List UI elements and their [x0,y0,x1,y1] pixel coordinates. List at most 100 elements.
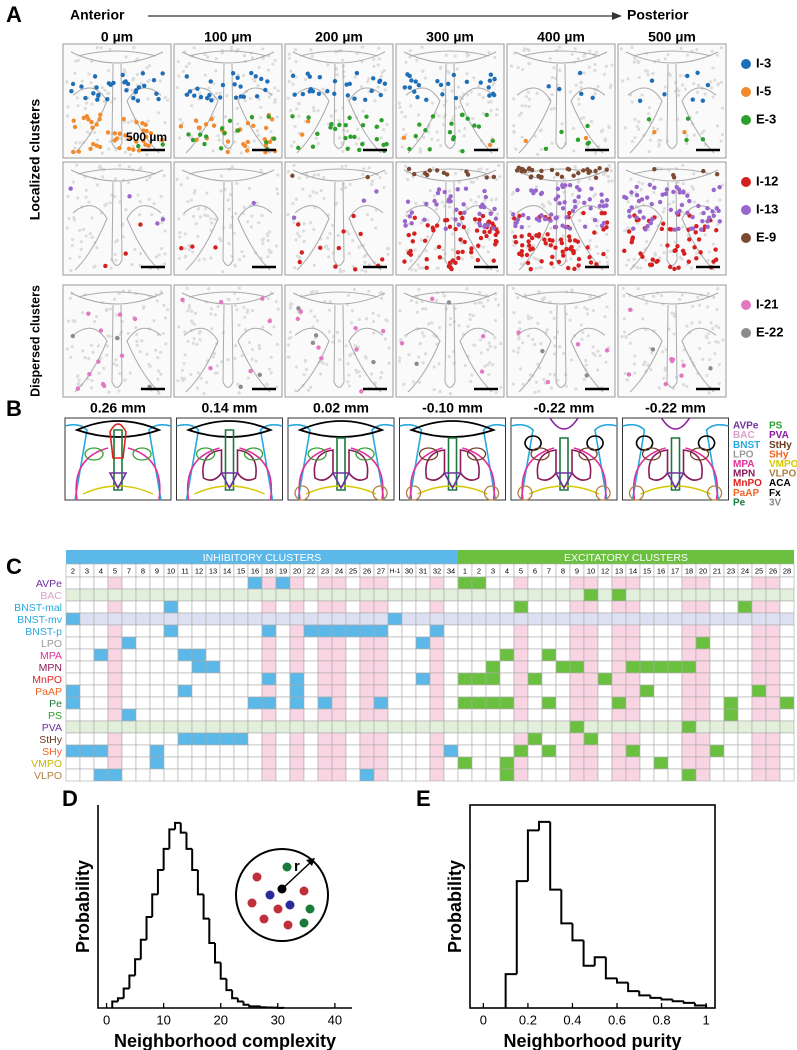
background-cell [421,70,424,73]
background-cell [404,115,407,118]
cluster-cell [451,137,455,141]
matrix-cell [346,625,360,637]
cluster-cell [226,150,230,154]
matrix-cell [612,649,626,661]
matrix-cell [738,685,752,697]
background-cell [690,321,693,324]
matrix-cell [682,661,696,673]
matrix-cell [570,625,584,637]
background-cell [625,264,628,267]
cluster-cell [107,81,111,85]
background-cell [157,370,160,373]
matrix-cell [668,721,682,733]
matrix-cell [318,589,332,601]
cluster-cell [448,225,452,229]
cluster-cell [648,183,652,187]
matrix-cell [374,745,388,757]
background-cell [512,97,515,100]
cluster-cell [479,236,483,240]
matrix-cell [724,577,738,589]
matrix-cell [150,685,164,697]
background-cell [651,72,654,75]
background-cell [401,145,404,148]
background-cell [277,308,280,311]
matrix-cell [276,709,290,721]
background-cell [265,383,268,386]
column-label: 31 [419,566,427,575]
matrix-cell [584,601,598,613]
cluster-cell [359,389,363,393]
matrix-cell [486,757,500,769]
matrix-cell [514,721,528,733]
x-tick-label: 0.8 [653,1012,671,1027]
cluster-cell [424,202,428,206]
cluster-cell [460,250,464,254]
cluster-cell [264,140,268,144]
matrix-cell [192,649,206,661]
cluster-cell [637,199,641,203]
background-cell [287,356,290,359]
background-cell [193,323,196,326]
matrix-cell [514,697,528,709]
matrix-cell [430,685,444,697]
background-cell [298,235,301,238]
cluster-cell [456,250,460,254]
background-cell [574,387,577,390]
matrix-cell [486,769,500,781]
group-title: EXCITATORY CLUSTERS [564,552,688,564]
background-cell [81,80,84,83]
matrix-cell [780,637,794,649]
background-cell [164,316,167,319]
matrix-cell [402,685,416,697]
matrix-cell [402,733,416,745]
matrix-cell [752,685,766,697]
cluster-cell [492,175,496,179]
cluster-cell [482,230,486,234]
cluster-cell [454,208,458,212]
cluster-cell [430,297,434,301]
background-cell [538,266,541,269]
background-cell [188,306,191,309]
row-label: VLPO [34,770,62,782]
background-cell [691,305,694,308]
background-cell [410,268,413,271]
background-cell [412,380,415,383]
matrix-cell [766,733,780,745]
cluster-cell [634,216,638,220]
background-cell [193,46,196,49]
matrix-cell [108,721,122,733]
background-cell [668,203,671,206]
cluster-cell [561,206,565,210]
matrix-cell [444,637,458,649]
matrix-cell [220,721,234,733]
background-cell [588,239,591,242]
background-cell [194,312,197,315]
background-cell [114,177,117,180]
background-cell [114,259,117,262]
background-cell [146,119,149,122]
matrix-cell [682,745,696,757]
legend-label: I-21 [756,296,778,311]
matrix-cell [500,745,514,757]
background-cell [713,352,716,355]
cluster-cell [481,334,485,338]
background-cell [292,221,295,224]
background-cell [379,291,382,294]
cluster-cell [707,216,711,220]
background-cell [604,137,607,140]
matrix-cell [430,577,444,589]
background-cell [380,136,383,139]
background-cell [127,121,130,124]
cluster-cell [371,360,375,364]
matrix-cell [472,697,486,709]
background-cell [629,178,632,181]
cluster-cell [516,330,520,334]
background-cell [246,308,249,311]
matrix-cell [766,637,780,649]
background-cell [577,103,580,106]
matrix-cell [654,709,668,721]
cluster-cell [222,131,226,135]
matrix-cell [542,697,556,709]
background-cell [562,234,565,237]
matrix-cell [136,577,150,589]
